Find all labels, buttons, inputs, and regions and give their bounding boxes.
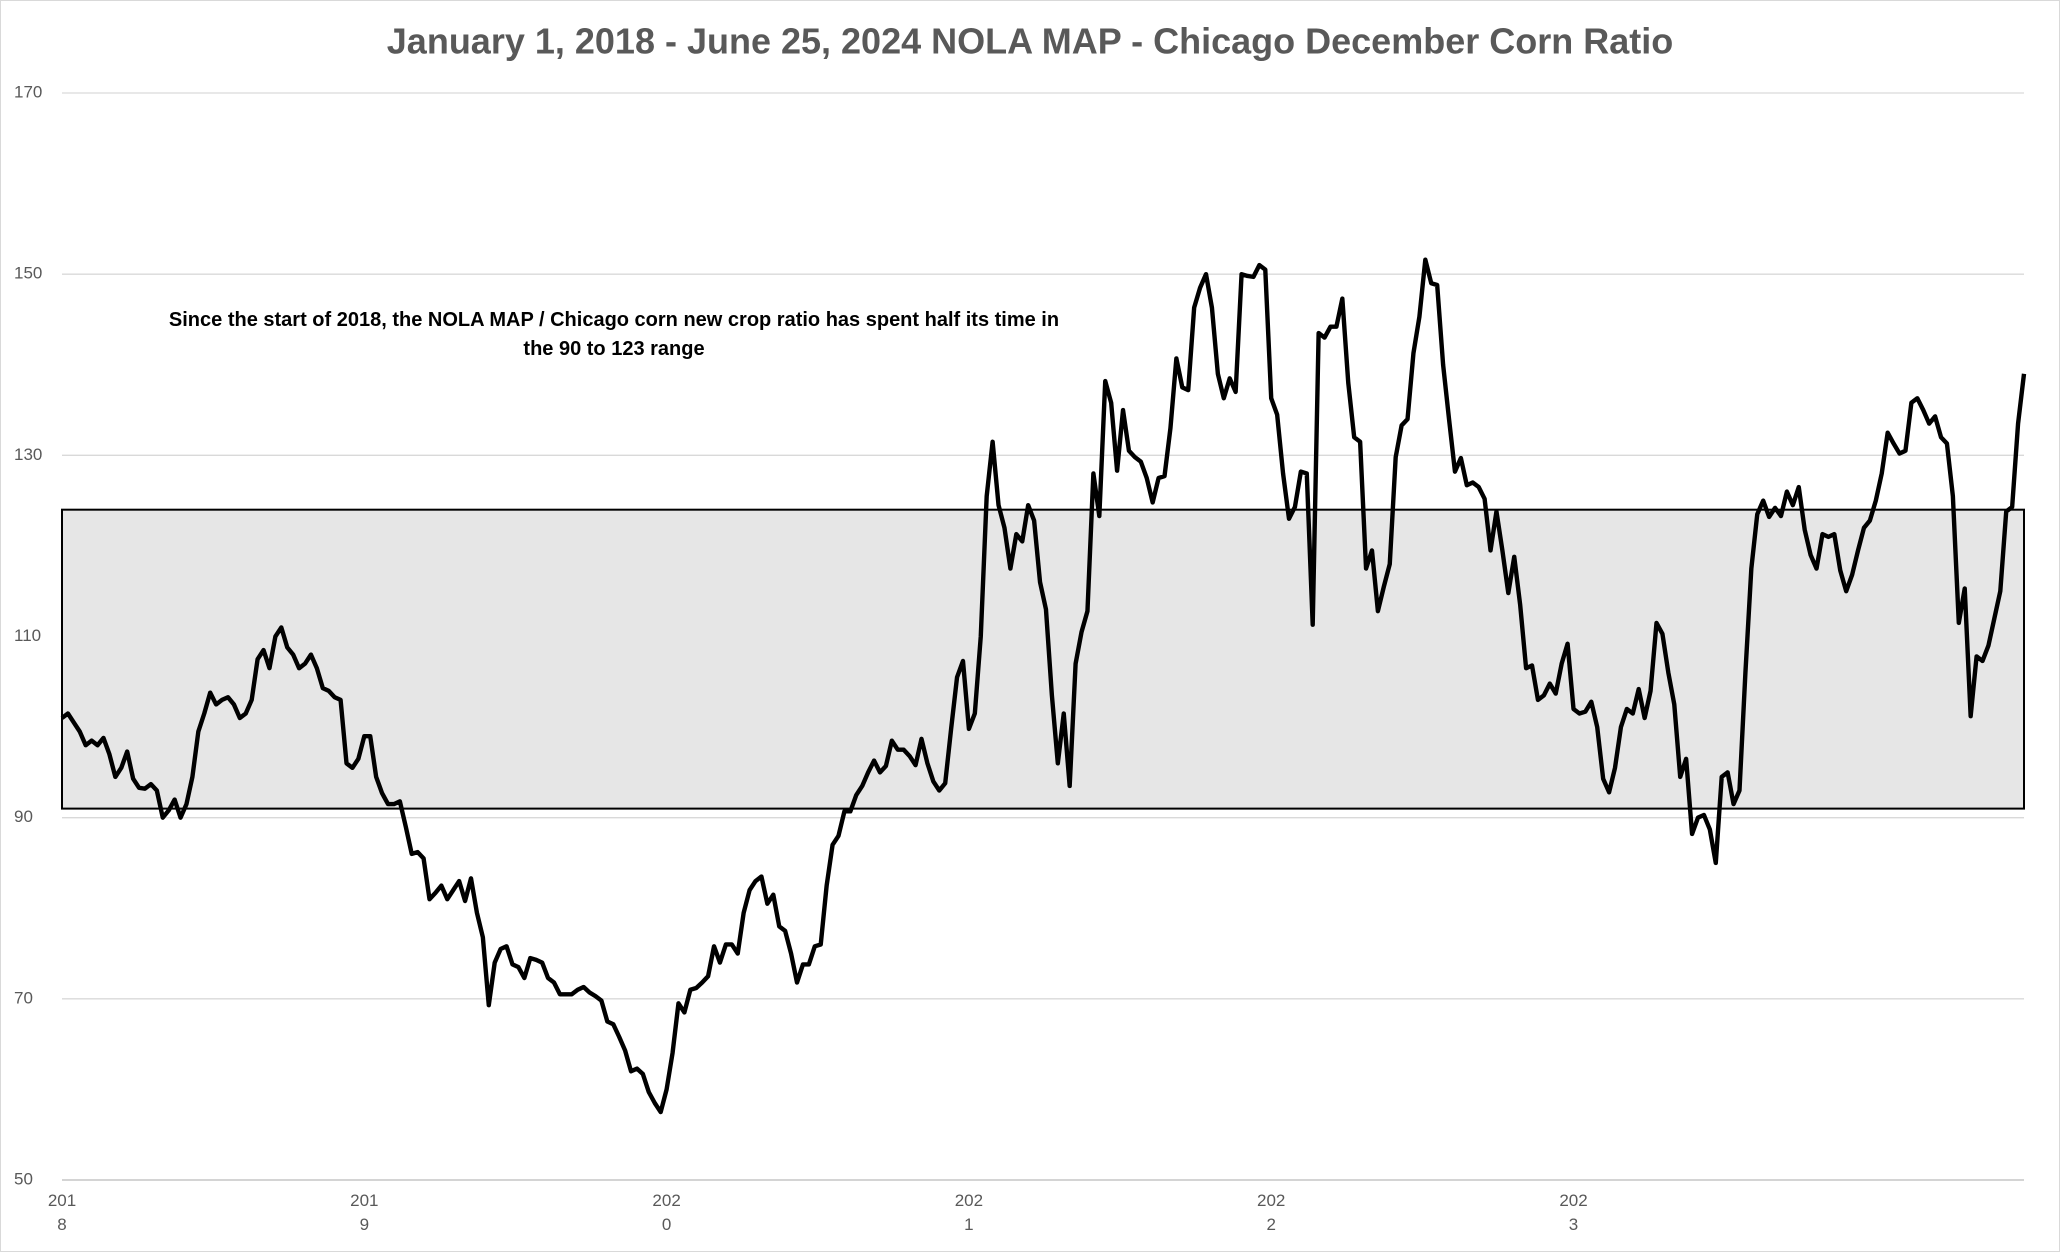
chart-title: January 1, 2018 - June 25, 2024 NOLA MAP… (387, 21, 1673, 62)
x-tick-label: 202 3 (1559, 1191, 1587, 1234)
y-tick-label: 130 (14, 445, 42, 464)
x-tick-label: 201 9 (350, 1191, 378, 1234)
y-tick-label: 90 (14, 807, 33, 826)
y-tick-label: 50 (14, 1169, 33, 1188)
x-tick-label: 202 0 (652, 1191, 680, 1234)
y-tick-label: 70 (14, 988, 33, 1007)
y-tick-label: 170 (14, 82, 42, 101)
y-tick-label: 150 (14, 264, 42, 283)
shaded-range (61, 508, 2025, 810)
x-tick-label: 202 2 (1257, 1191, 1285, 1234)
annotation: Since the start of 2018, the NOLA MAP / … (168, 309, 1060, 360)
x-tick-label: 201 8 (48, 1191, 76, 1234)
y-tick-label: 110 (14, 626, 41, 645)
data-line (60, 257, 2027, 1115)
x-tick-label: 202 1 (955, 1191, 983, 1234)
